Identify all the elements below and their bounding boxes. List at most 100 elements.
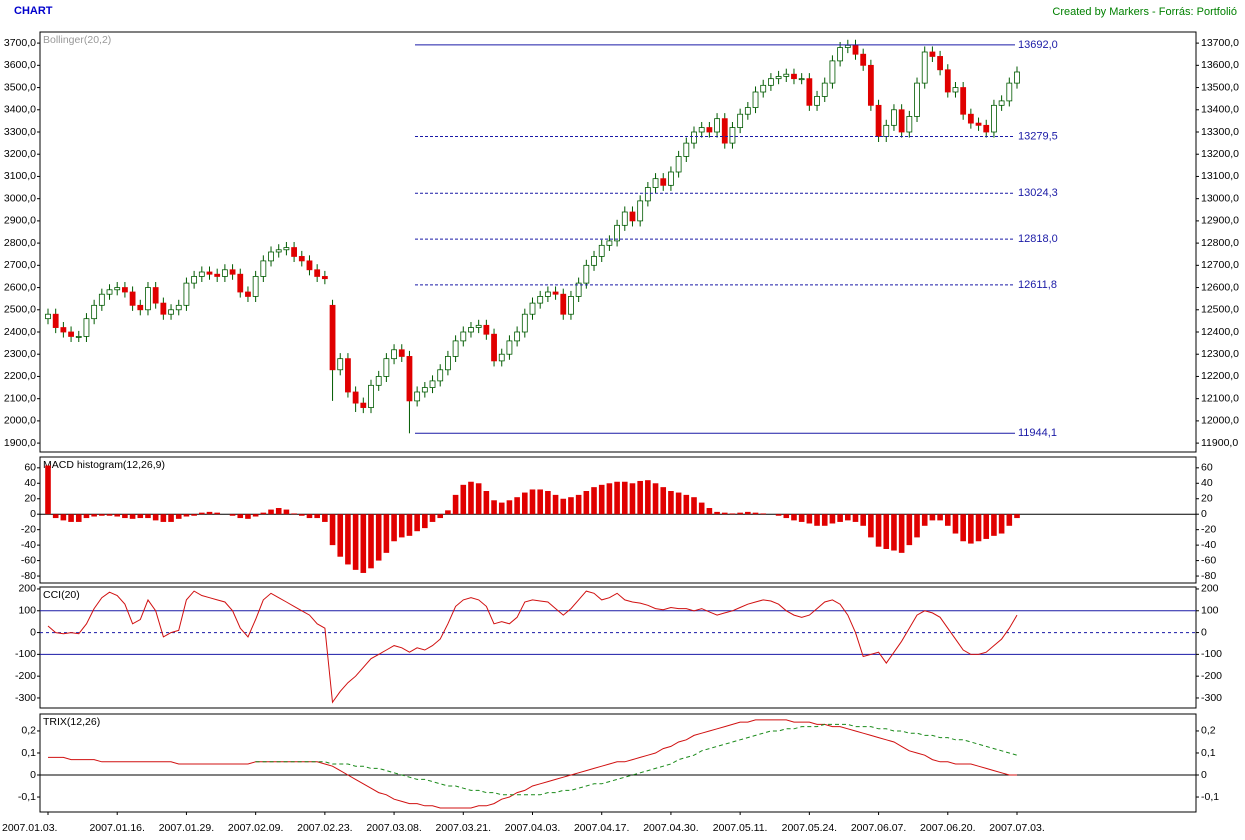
bar [352,514,359,570]
bar [929,514,936,521]
candle-body [644,187,651,202]
y2-tick-label: -80 [1201,570,1216,582]
bar [791,514,797,521]
x-tick-label: 2007.05.11. [713,822,768,834]
bar [83,514,90,519]
candle-body [75,336,82,338]
bar [598,484,605,515]
candle-body [198,271,205,277]
bar [775,514,782,516]
candle-body [814,96,820,106]
candle-body [160,302,167,315]
bar [891,514,897,551]
y-tick-label: 2700,0 [4,259,36,271]
y-tick-label: 20 [24,493,36,505]
panel-frame [39,713,1197,813]
bar [837,514,843,522]
bar [398,514,405,538]
bar [175,514,182,519]
candle-body [706,127,713,133]
x-tick-label: 2007.04.03. [505,822,560,834]
bar [445,510,451,515]
bar [437,514,444,519]
panel-frame [39,456,1197,584]
y-tick-label: 0 [30,626,36,638]
y-tick-label: 2800,0 [4,237,36,249]
bar [514,497,520,515]
bar [268,509,274,515]
bar [337,514,344,557]
candle-body [437,369,444,382]
bar [783,514,790,519]
line-series [255,723,1018,796]
bar [383,514,390,553]
bar [868,514,874,538]
candle-body [852,44,859,55]
candle-body [329,304,336,371]
bar [860,514,866,526]
candle-body [844,44,851,48]
x-tick-label: 2007.03.08. [366,822,421,834]
bar [391,514,397,542]
candle-body [321,276,328,280]
bar [637,480,643,515]
fib-label: 12611,8 [1018,279,1057,291]
y2-tick-label: 12200,0 [1201,370,1239,382]
candle-body [245,291,251,297]
panel-label: Bollinger(20,2) [43,34,111,46]
bar [252,514,259,517]
y-tick-label: -200 [15,670,36,682]
y-tick-label: 3600,0 [4,59,36,71]
bar [668,491,674,515]
candle-body [445,356,451,371]
fib-label: 11944,1 [1018,427,1057,439]
bar [806,514,813,524]
candle-body [737,113,744,128]
y-tick-label: 2000,0 [4,415,36,427]
y2-tick-label: 13300,0 [1201,126,1239,138]
bar [322,514,328,522]
candle-body [652,178,659,188]
bar [645,480,651,515]
panel-label: MACD histogram(12,26,9) [43,459,165,471]
bar [460,484,467,515]
candle-body [967,113,974,124]
y2-tick-label: 12600,0 [1201,281,1239,293]
bar [52,514,59,519]
y2-tick-label: 0 [1201,508,1207,520]
candle-body [368,384,374,408]
candle-body [829,60,836,84]
bar [568,497,574,515]
candle-body [337,358,344,371]
candle-body [229,269,236,275]
bar [583,491,590,515]
candle-body [214,273,221,277]
y2-tick-label: 13000,0 [1201,192,1239,204]
y-tick-label: 2400,0 [4,326,36,338]
y-tick-label: 1900,0 [4,437,36,449]
candle-body [506,340,513,355]
x-tick-label: 2007.05.24. [782,822,837,834]
candle-body [106,289,113,295]
y2-tick-label: 13500,0 [1201,81,1239,93]
bar [291,513,297,515]
candle-body [375,376,382,386]
y2-tick-label: 60 [1201,462,1213,474]
bar [829,514,836,524]
candle-body [191,276,198,284]
bar [137,514,144,519]
y2-tick-label: 12500,0 [1201,304,1239,316]
bar [560,498,567,515]
candle-body [691,131,697,144]
candle-body [183,282,190,306]
y-tick-label: 2500,0 [4,304,36,316]
y-tick-label: 0,1 [21,747,36,759]
bar [275,508,282,515]
candle-body [521,313,528,333]
bar [698,502,705,515]
bar [968,514,974,544]
y2-tick-label: -100 [1201,648,1222,660]
bar [314,514,320,519]
bar [821,514,828,526]
y2-tick-label: 11900,0 [1201,437,1238,449]
